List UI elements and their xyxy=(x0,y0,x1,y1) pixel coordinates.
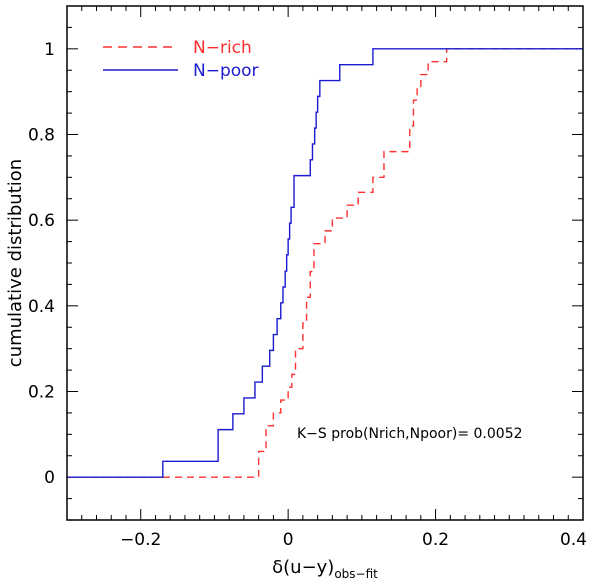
x-tick-label: 0.2 xyxy=(422,530,449,550)
y-tick-label: 0.6 xyxy=(28,211,55,231)
y-tick-label: 0 xyxy=(44,468,55,488)
x-tick-label: 0.4 xyxy=(560,530,587,550)
y-axis-label: cumulative distribution xyxy=(5,159,26,367)
plot-frame xyxy=(66,5,584,521)
y-tick-label: 0.4 xyxy=(28,297,55,317)
series-line-n-poor xyxy=(67,48,583,478)
x-axis-label: δ(u−y)obs−fit xyxy=(272,557,378,581)
y-tick-label: 0.8 xyxy=(28,126,55,146)
series-lines xyxy=(67,48,583,478)
y-tick-label: 1 xyxy=(44,40,55,60)
x-tick-label: 0 xyxy=(283,530,294,550)
legend: N−rich N−poor xyxy=(103,38,259,81)
legend-label-n-rich: N−rich xyxy=(193,38,252,58)
x-axis-label-main: δ(u−y) xyxy=(272,557,334,578)
tick-marks xyxy=(66,5,584,521)
ks-probability-annotation: K−S prob(Nrich,Npoor)= 0.0052 xyxy=(297,426,523,442)
y-tick-label: 0.2 xyxy=(28,383,55,403)
legend-label-n-poor: N−poor xyxy=(193,61,259,81)
x-axis-label-subscript: obs−fit xyxy=(334,567,378,581)
series-line-n-rich xyxy=(67,48,583,478)
tick-labels: −0.2 0 0.2 0.4 0 0.2 0.4 0.6 0.8 1 xyxy=(28,40,587,550)
x-tick-label: −0.2 xyxy=(120,530,161,550)
